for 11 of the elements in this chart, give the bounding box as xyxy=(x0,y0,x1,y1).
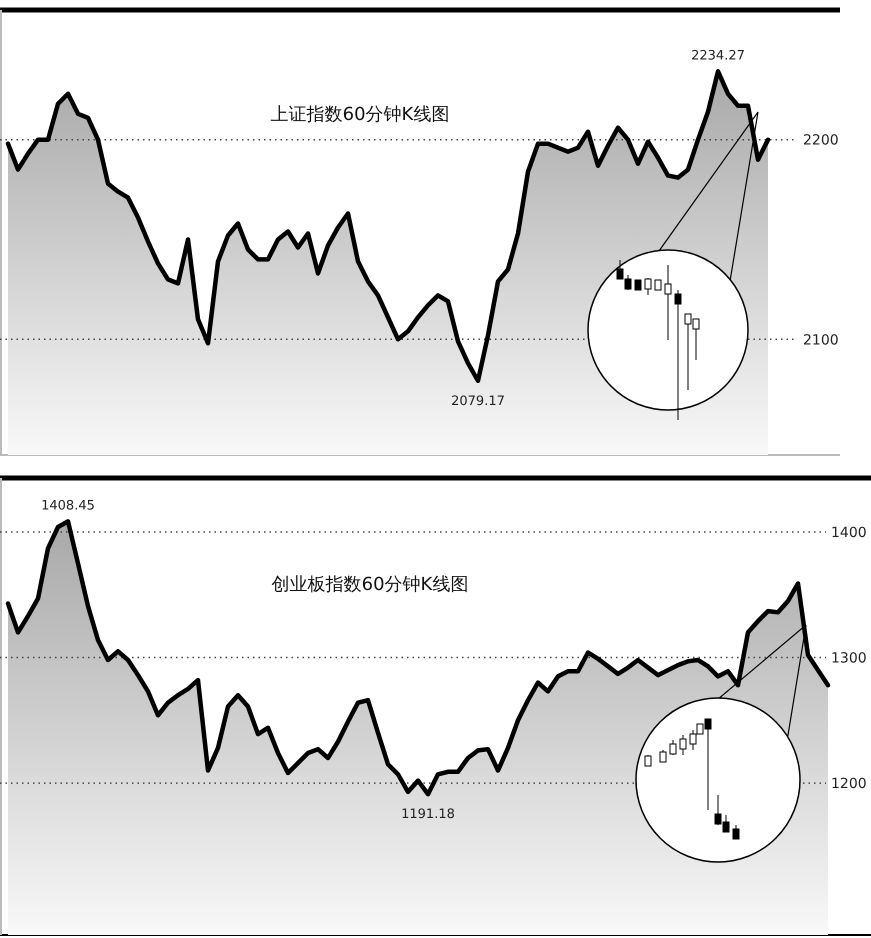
text: 上证指数60分钟K线图 xyxy=(270,104,450,125)
annotation: 1408.45 xyxy=(41,498,95,514)
y-tick-label: 2100 xyxy=(803,332,839,348)
annotation: 1191.18 xyxy=(401,807,455,822)
annotation: 2234.27 xyxy=(691,48,745,64)
y-tick-label: 1200 xyxy=(831,776,867,792)
annotation: 2079.17 xyxy=(451,394,505,409)
text: 创业板指数60分钟K线图 xyxy=(272,574,468,595)
y-tick-label: 2200 xyxy=(803,132,839,149)
y-tick-label: 1400 xyxy=(831,524,867,541)
y-tick-label: 1300 xyxy=(831,650,867,667)
